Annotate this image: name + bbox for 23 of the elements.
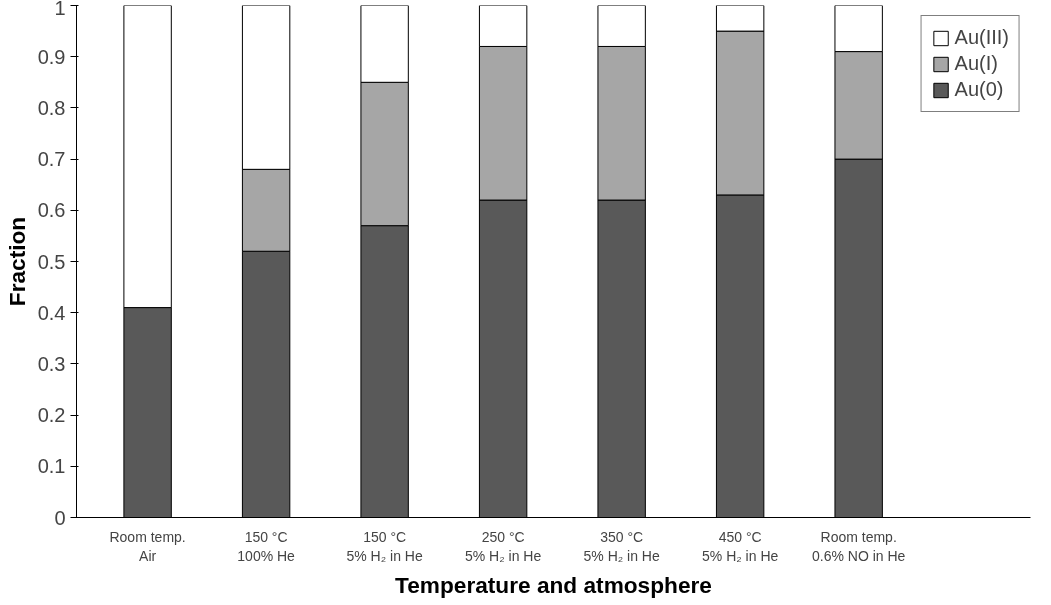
y-tick-label: 0.6: [37, 199, 66, 222]
y-tick-label: 0.8: [37, 96, 66, 119]
x-axis-title: Temperature and atmosphere: [395, 571, 712, 598]
legend-label: Au(0): [954, 78, 1004, 101]
y-tick-label: 0.5: [37, 250, 66, 273]
y-tick-label: 1: [54, 0, 66, 19]
legend-label: Au(I): [954, 52, 998, 75]
y-tick-label: 0.4: [37, 301, 66, 324]
legend-label: Au(III): [954, 26, 1009, 49]
y-axis-title: Fraction: [3, 216, 30, 307]
x-tick-label: 250 °C 5% H₂ in He: [465, 528, 542, 564]
x-tick-label: 150 °C 100% He: [237, 528, 296, 564]
y-tick-label: 0.1: [37, 455, 66, 478]
y-tick-label: 0.7: [37, 148, 66, 171]
x-tick-label: 350 °C 5% H₂ in He: [583, 528, 660, 564]
y-tick-label: 0.2: [37, 404, 66, 427]
x-tick-label: Room temp. Air: [109, 528, 186, 564]
x-tick-label: 150 °C 5% H₂ in He: [346, 528, 423, 564]
y-tick-label: 0: [54, 506, 66, 529]
y-tick-label: 0.9: [37, 45, 66, 68]
x-tick-label: 450 °C 5% H₂ in He: [702, 528, 779, 564]
y-tick-label: 0.3: [37, 352, 66, 375]
x-tick-label: Room temp. 0.6% NO in He: [811, 528, 906, 564]
